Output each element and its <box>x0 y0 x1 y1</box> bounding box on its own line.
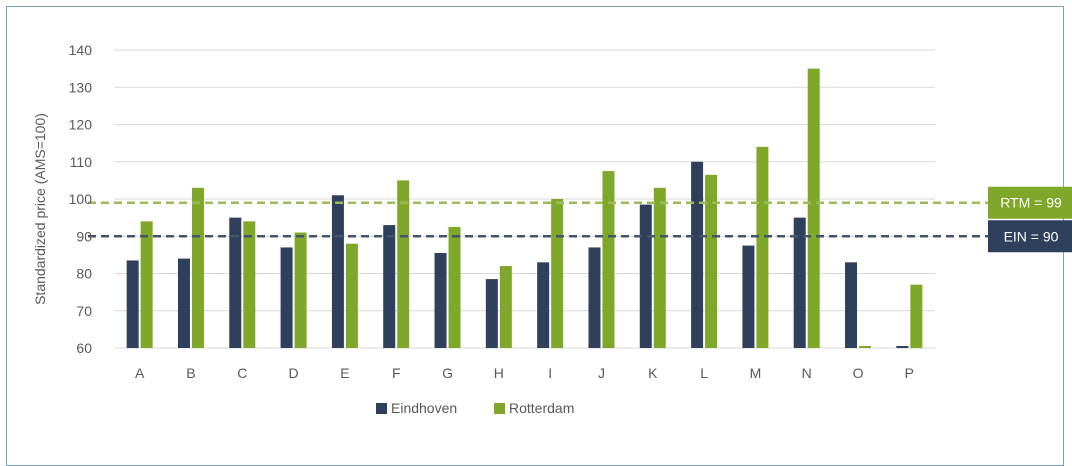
y-tick-label: 60 <box>76 340 92 356</box>
x-tick-label: D <box>289 365 299 381</box>
y-tick-label: 130 <box>69 79 93 95</box>
x-tick-label: F <box>392 365 401 381</box>
bar-rotterdam-b <box>191 187 204 348</box>
bar-rotterdam-n <box>807 68 820 348</box>
reference-lines: RTM = 99 EIN = 90 <box>88 186 1072 253</box>
x-tick-label: B <box>186 365 195 381</box>
y-axis-label: Standardized price (AMS=100) <box>32 113 48 305</box>
bar-rotterdam-d <box>294 232 307 348</box>
bar-rotterdam-e <box>345 243 358 348</box>
x-axis-ticks: A B C D E F G H I J K L M N O P <box>135 365 914 381</box>
bar-eindhoven-e <box>331 195 344 348</box>
legend-swatch <box>376 403 387 414</box>
bar-rotterdam-f <box>397 180 410 348</box>
bar-eindhoven-n <box>793 217 806 348</box>
bar-eindhoven-g <box>434 253 447 348</box>
bar-rotterdam-h <box>499 266 512 348</box>
bar-rotterdam-k <box>653 187 666 348</box>
bar-eindhoven-a <box>126 260 139 348</box>
y-tick-label: 140 <box>69 42 93 58</box>
reference-label: RTM = 99 <box>1000 195 1062 211</box>
bar-rotterdam-o <box>859 346 872 348</box>
reference-label-box <box>988 186 1072 219</box>
bar-eindhoven-m <box>742 245 755 348</box>
bar-eindhoven-i <box>537 262 550 348</box>
legend: Eindhoven Rotterdam <box>376 400 574 416</box>
bars <box>126 68 923 348</box>
bar-eindhoven-o <box>845 262 858 348</box>
y-tick-label: 90 <box>76 228 92 244</box>
bar-eindhoven-j <box>588 247 601 348</box>
bar-eindhoven-p <box>896 346 909 348</box>
bar-rotterdam-i <box>551 199 564 348</box>
x-tick-label: N <box>802 365 812 381</box>
bar-eindhoven-l <box>691 161 704 348</box>
bar-rotterdam-j <box>602 171 615 348</box>
x-tick-label: O <box>853 365 864 381</box>
bar-rotterdam-p <box>910 284 923 348</box>
x-tick-label: L <box>700 365 708 381</box>
y-axis-ticks: 60 70 80 90 100 110 120 130 140 <box>69 42 93 356</box>
legend-swatch <box>494 403 505 414</box>
reference-label: EIN = 90 <box>1004 228 1059 244</box>
legend-label: Eindhoven <box>391 400 457 416</box>
x-tick-label: J <box>598 365 605 381</box>
bar-rotterdam-l <box>705 174 718 348</box>
y-tick-label: 70 <box>76 303 92 319</box>
bar-eindhoven-d <box>280 247 293 348</box>
bar-eindhoven-k <box>639 204 652 348</box>
x-tick-label: K <box>648 365 658 381</box>
x-tick-label: E <box>340 365 349 381</box>
legend-label: Rotterdam <box>509 400 574 416</box>
bar-rotterdam-c <box>243 221 256 348</box>
y-tick-label: 80 <box>76 266 92 282</box>
bar-eindhoven-f <box>383 225 396 348</box>
bar-eindhoven-b <box>177 258 190 348</box>
bar-eindhoven-h <box>485 279 498 348</box>
y-tick-label: 120 <box>69 117 93 133</box>
x-tick-label: H <box>494 365 504 381</box>
bar-rotterdam-m <box>756 146 769 348</box>
bar-rotterdam-a <box>140 221 153 348</box>
x-tick-label: C <box>237 365 247 381</box>
x-tick-label: M <box>750 365 762 381</box>
y-tick-label: 110 <box>70 154 93 170</box>
reference-label-box <box>988 220 1072 253</box>
x-tick-label: G <box>442 365 453 381</box>
bar-eindhoven-c <box>229 217 242 348</box>
x-tick-label: A <box>135 365 145 381</box>
y-tick-label: 100 <box>69 191 93 207</box>
x-tick-label: I <box>548 365 552 381</box>
x-tick-label: P <box>905 365 914 381</box>
bar-rotterdam-g <box>448 226 461 348</box>
